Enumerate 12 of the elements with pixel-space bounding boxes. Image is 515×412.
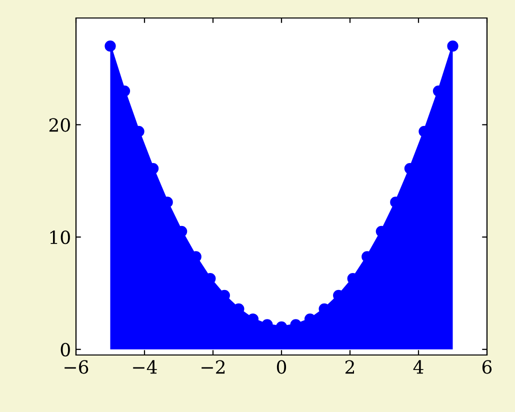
x-tick-label: 0: [276, 360, 286, 374]
y-tick-label: 10: [50, 230, 70, 244]
x-tick-label: 6: [482, 360, 492, 374]
x-tick-label: 4: [413, 360, 424, 374]
y-tick-label: 20: [49, 118, 70, 132]
x-tick-label: 2: [345, 360, 354, 374]
point: [104, 40, 116, 52]
point: [447, 40, 458, 52]
x-tick-label: −4: [133, 360, 157, 374]
y-tick-label: 0: [60, 342, 70, 356]
x-tick-label: −2: [202, 360, 225, 374]
x-tick-label: −6: [64, 360, 88, 374]
